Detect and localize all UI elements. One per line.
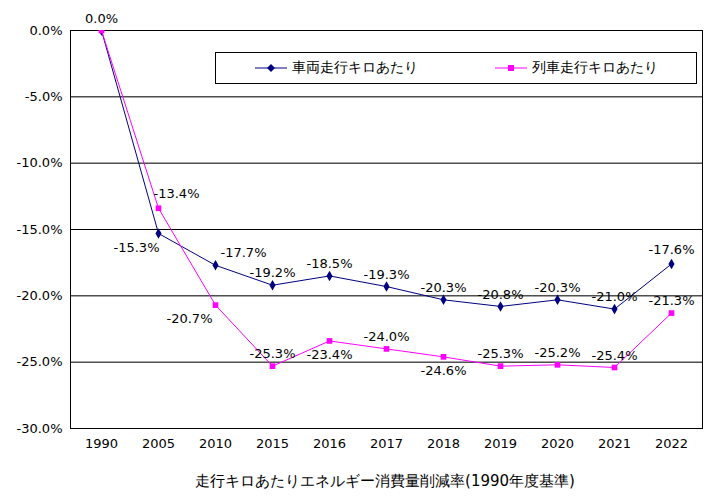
svg-text:-25.0%: -25.0% [17, 354, 63, 369]
svg-text:-23.4%: -23.4% [307, 347, 353, 362]
svg-text:-25.4%: -25.4% [592, 348, 638, 363]
svg-text:-17.7%: -17.7% [221, 245, 267, 260]
svg-text:-20.3%: -20.3% [421, 280, 467, 295]
html-text:走行キロあたりエネルギー消費量削減率(1990年度基準): 走行キロあたりエネルギー消費量削減率(1990年度基準) [195, 472, 575, 490]
svg-text:-19.3%: -19.3% [364, 267, 410, 282]
svg-text:2015: 2015 [256, 436, 289, 451]
svg-text:2010: 2010 [199, 436, 232, 451]
svg-text:2018: 2018 [427, 436, 460, 451]
svg-text:-15.3%: -15.3% [114, 240, 160, 255]
svg-text:2020: 2020 [541, 436, 574, 451]
svg-text:2021: 2021 [598, 436, 631, 451]
svg-text:2019: 2019 [484, 436, 517, 451]
svg-text:-5.0%: -5.0% [25, 89, 63, 104]
svg-text:-13.4%: -13.4% [154, 186, 200, 201]
svg-text:0.0%: 0.0% [29, 23, 62, 38]
svg-text:2016: 2016 [313, 436, 346, 451]
svg-text:2022: 2022 [655, 436, 688, 451]
svg-text:-20.8%: -20.8% [478, 287, 524, 302]
svg-text:-21.0%: -21.0% [592, 289, 638, 304]
svg-text:-24.6%: -24.6% [421, 363, 467, 378]
svg-text:-20.3%: -20.3% [535, 280, 581, 295]
svg-text:1990: 1990 [85, 436, 118, 451]
html-text:列車走行キロあたり: 列車走行キロあたり [532, 59, 658, 75]
svg-text:-20.7%: -20.7% [167, 311, 213, 326]
svg-text:0.0%: 0.0% [85, 11, 118, 26]
svg-text:-25.3%: -25.3% [478, 346, 524, 361]
svg-text:-20.0%: -20.0% [17, 288, 63, 303]
svg-text:-19.2%: -19.2% [250, 265, 296, 280]
svg-text:-18.5%: -18.5% [307, 256, 353, 271]
html-text:車両走行キロあたり: 車両走行キロあたり [292, 59, 418, 75]
svg-text:-17.6%: -17.6% [649, 242, 695, 257]
svg-text:-30.0%: -30.0% [17, 421, 63, 436]
svg-text:-21.3%: -21.3% [649, 293, 695, 308]
svg-text:2017: 2017 [370, 436, 403, 451]
svg-text:-25.3%: -25.3% [250, 346, 296, 361]
svg-text:-25.2%: -25.2% [535, 345, 581, 360]
svg-text:-15.0%: -15.0% [17, 222, 63, 237]
svg-text:-24.0%: -24.0% [364, 329, 410, 344]
svg-text:-10.0%: -10.0% [17, 155, 63, 170]
svg-text:2005: 2005 [142, 436, 175, 451]
